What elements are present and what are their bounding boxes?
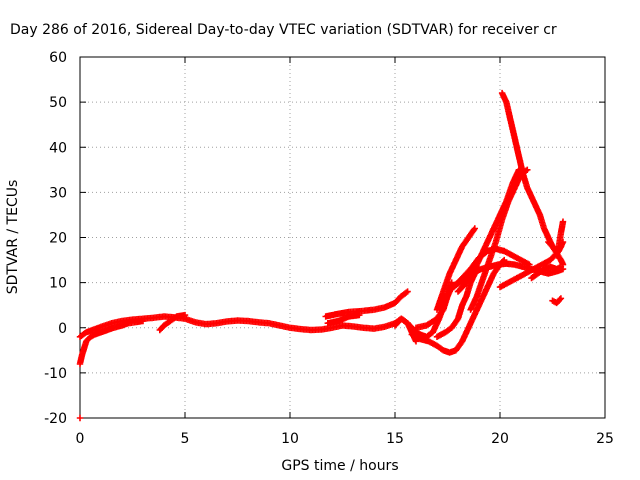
y-tick-label: -20 (44, 411, 67, 427)
data-series (412, 279, 455, 331)
data-series (76, 317, 147, 368)
data-point (559, 218, 567, 225)
y-tick-label: 20 (49, 231, 67, 247)
data-point (557, 263, 565, 270)
data-series (433, 225, 478, 313)
x-tick-label: 15 (386, 431, 404, 447)
data-point (470, 226, 478, 233)
data-point (181, 311, 189, 319)
grid (80, 57, 605, 418)
y-tick-label: 30 (49, 185, 67, 201)
data-series (498, 89, 567, 268)
x-tick-label: 25 (596, 431, 614, 447)
data-series (322, 288, 411, 320)
data-series (553, 218, 567, 259)
x-tick-label: 5 (181, 431, 190, 447)
data-point (471, 225, 478, 232)
x-tick-label: 0 (76, 431, 85, 447)
data-series (324, 311, 363, 327)
data-markers (76, 89, 567, 422)
data-series (408, 256, 508, 356)
y-tick-label: -10 (44, 366, 67, 382)
data-series (454, 166, 523, 295)
chart-title: Day 286 of 2016, Sidereal Day-to-day VTE… (10, 22, 557, 38)
data-point (404, 288, 411, 295)
data-series (76, 414, 84, 422)
data-series (467, 166, 531, 313)
x-tick-label: 10 (281, 431, 299, 447)
data-series (76, 279, 462, 340)
data-series (549, 295, 565, 307)
data-point (356, 311, 363, 319)
y-tick-label: 60 (49, 50, 67, 66)
data-point (557, 295, 565, 302)
data-point (76, 414, 84, 422)
y-axis-label: SDTVAR / TECUs (5, 180, 21, 295)
y-tick-label: 40 (49, 140, 67, 156)
y-tick-label: 0 (58, 321, 67, 337)
data-point (403, 289, 410, 296)
x-tick-label: 20 (491, 431, 509, 447)
x-axis-label: GPS time / hours (281, 458, 398, 474)
data-series (156, 311, 189, 334)
data-series (528, 263, 565, 282)
y-tick-label: 50 (49, 95, 67, 111)
axis-ticks: 0 5 10 15 20 25 -20 -10 0 10 20 30 40 50 60 (44, 50, 614, 447)
plot-frame (79, 56, 606, 419)
data-point (139, 317, 147, 325)
data-point (556, 296, 563, 303)
y-tick-label: 10 (49, 276, 67, 292)
data-point (526, 261, 533, 268)
